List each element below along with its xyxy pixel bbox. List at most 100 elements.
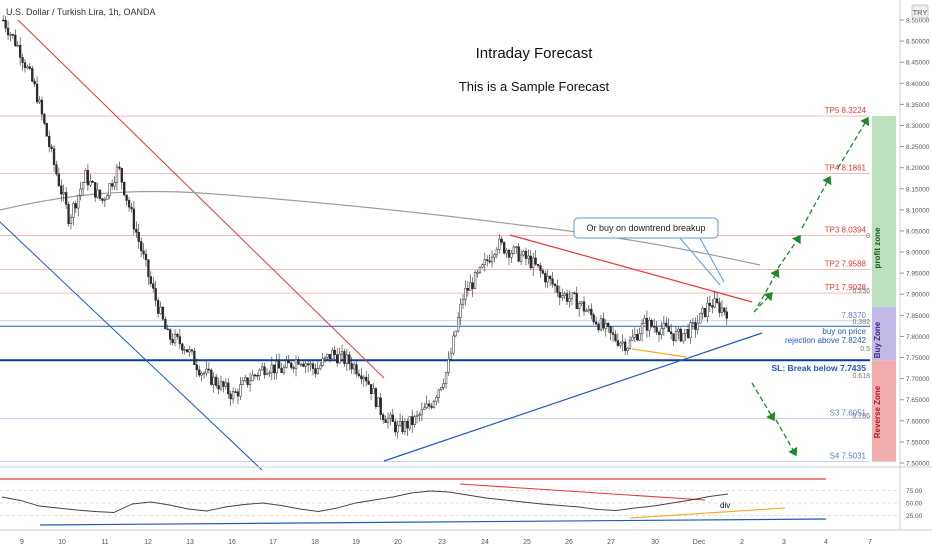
candle-body <box>43 113 46 124</box>
candle-body <box>9 34 12 36</box>
candle-body <box>74 203 77 209</box>
rsi-orange-line <box>629 507 786 519</box>
candle-body <box>689 322 692 338</box>
x-tick-label: 10 <box>58 539 66 546</box>
candle-body <box>115 166 119 183</box>
candle-body <box>173 333 177 344</box>
x-tick-label: 4 <box>824 539 828 546</box>
candle-body <box>486 259 489 262</box>
candle-body <box>84 170 87 183</box>
y-tick-label: 7.80000 <box>906 334 930 341</box>
candle-body <box>18 44 22 58</box>
candle-body <box>607 322 610 327</box>
candle-body <box>561 295 564 298</box>
candle-body <box>360 375 363 380</box>
x-tick-label: 9 <box>20 539 24 546</box>
y-tick-label: 7.75000 <box>906 355 930 362</box>
y-tick-label: 7.95000 <box>906 271 930 278</box>
candle-body <box>176 333 179 337</box>
candle-body <box>493 254 496 258</box>
candle-body <box>77 195 80 209</box>
candle-body <box>626 348 629 351</box>
candle-body <box>667 325 670 333</box>
candle-body <box>703 307 707 317</box>
candle-body <box>592 314 595 323</box>
x-tick-label: 2 <box>740 539 744 546</box>
candle-body <box>144 253 148 261</box>
x-tick-label: 13 <box>186 539 194 546</box>
candle-body <box>500 238 503 243</box>
candle-body <box>299 363 303 366</box>
candle-body <box>156 300 160 314</box>
candle-body <box>616 340 620 346</box>
y-tick-label: 7.55000 <box>906 439 930 446</box>
candle-body <box>384 419 387 423</box>
candle-body <box>519 254 523 262</box>
candle-body <box>212 376 215 385</box>
candle-body <box>224 382 228 387</box>
breakout-note: Or buy on downtrend breakup <box>586 223 705 233</box>
candle-body <box>40 99 44 115</box>
zones-layer <box>872 116 896 462</box>
candle-body <box>340 351 344 355</box>
x-tick-label: 24 <box>481 539 489 546</box>
candle-body <box>94 182 97 198</box>
candle-body <box>575 293 578 310</box>
forecast-arrow <box>837 116 870 169</box>
buy-zone-band <box>872 306 896 361</box>
candle-body <box>686 329 690 338</box>
candle-body <box>319 365 322 369</box>
candle-body <box>594 321 598 325</box>
candle-body <box>64 192 68 205</box>
candle-body <box>619 342 622 346</box>
candle-body <box>362 376 365 380</box>
candle-body <box>96 189 99 198</box>
y-tick-label: 8.35000 <box>906 102 930 109</box>
candle-body <box>631 336 634 341</box>
candle-body <box>236 391 240 397</box>
candle-body <box>35 83 39 103</box>
candle-body <box>580 301 583 304</box>
candle-body <box>481 264 484 268</box>
candle-body <box>101 198 104 201</box>
x-tick-label: 3 <box>782 539 786 546</box>
candle-body <box>715 298 719 303</box>
y-tick-label: 8.20000 <box>906 165 930 172</box>
candle-body <box>33 80 36 85</box>
candle-body <box>239 384 242 397</box>
candle-body <box>449 352 453 360</box>
x-tick-label: 26 <box>565 539 573 546</box>
candle-body <box>185 349 189 353</box>
candle-body <box>154 288 157 301</box>
candle-body <box>469 282 472 291</box>
fib-label: 0.236 <box>852 288 870 295</box>
candle-body <box>195 364 198 371</box>
candle-body <box>440 387 443 391</box>
candle-body <box>411 416 414 425</box>
rsi-bottom-line <box>39 518 827 526</box>
currency-badge[interactable]: TRY <box>913 8 928 17</box>
div-label: div <box>720 501 730 510</box>
candle-body <box>227 382 230 395</box>
candle-body <box>546 275 549 283</box>
candle-body <box>418 414 421 416</box>
candle-body <box>135 228 138 233</box>
candle-body <box>558 291 561 298</box>
forecast-arrow <box>775 419 798 457</box>
candle-body <box>246 377 249 385</box>
candle-body <box>517 246 520 262</box>
price-axis: 8.55000 8.50000 8.45000 8.40000 8.35000 8.300… <box>899 0 930 530</box>
candle-body <box>660 328 663 335</box>
profit-zone-label: profit zone <box>873 227 882 268</box>
candle-body <box>369 384 373 395</box>
candle-body <box>556 285 559 293</box>
candle-body <box>565 293 569 302</box>
candle-body <box>691 322 695 324</box>
candle-body <box>253 374 257 377</box>
candle-body <box>108 183 111 196</box>
candle-body <box>258 369 261 376</box>
candle-body <box>541 270 545 274</box>
candle-body <box>536 263 540 266</box>
candle-body <box>435 397 438 402</box>
